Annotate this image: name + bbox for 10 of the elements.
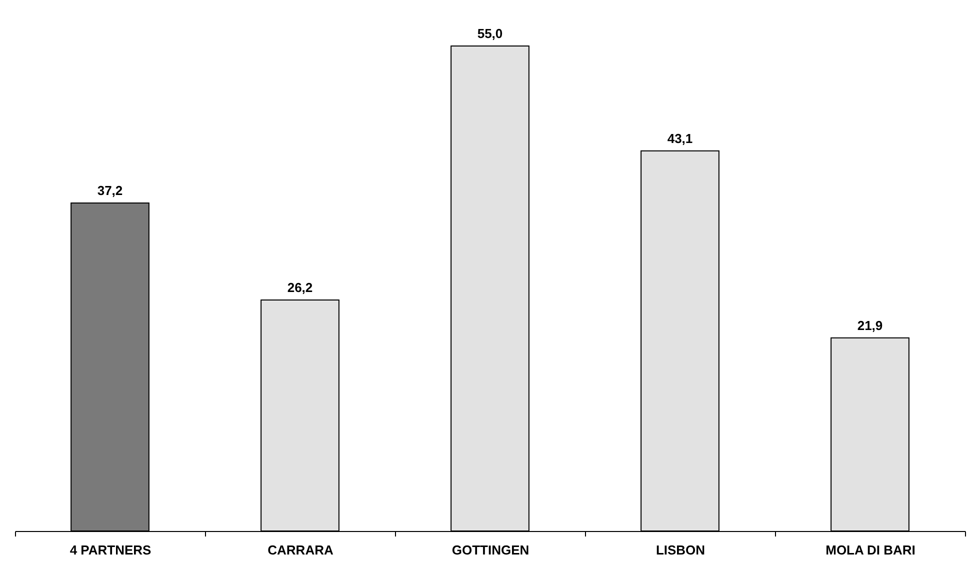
x-tick-label: MOLA DI BARI — [826, 542, 916, 558]
x-tick-label: LISBON — [656, 542, 706, 558]
x-tick-label: GOTTINGEN — [452, 542, 530, 558]
x-tick-label: 4 PARTNERS — [70, 542, 152, 558]
data-label: 21,9 — [857, 318, 883, 333]
data-label: 55,0 — [477, 26, 503, 41]
data-label: 37,2 — [97, 182, 123, 198]
data-label: 26,2 — [287, 280, 313, 295]
x-tick-label: CARRARA — [268, 542, 334, 558]
data-label: 43,1 — [667, 130, 693, 146]
